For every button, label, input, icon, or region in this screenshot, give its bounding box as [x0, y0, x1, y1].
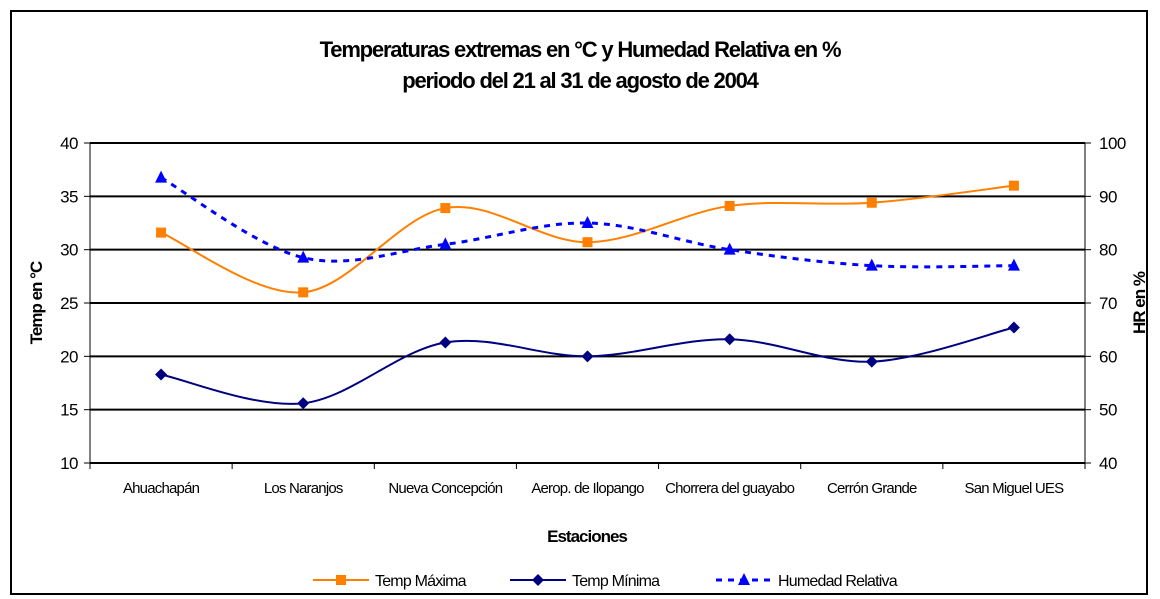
- y-tick-label: 10: [60, 454, 78, 473]
- y-axis-label-right: HR en %: [1130, 271, 1149, 334]
- y-right-tick-label: 60: [1099, 347, 1117, 366]
- data-point-temp-m-xima: [298, 287, 309, 298]
- series-line-temp-m-nima: [160, 326, 1015, 405]
- data-point-temp-m-xima: [582, 237, 593, 248]
- y-tick-label: 20: [60, 347, 78, 366]
- data-point-temp-m-nima: [439, 336, 452, 349]
- y-tick-label: 30: [60, 241, 78, 260]
- data-point-temp-m-nima: [865, 355, 878, 368]
- legend-label-temp-m-nima: Temp Mínima: [572, 573, 660, 590]
- x-axis-label: Estaciones: [547, 527, 627, 546]
- legend-marker-temp-m-nima: [532, 574, 544, 586]
- legend-label-humedad-relativa: Humedad Relativa: [778, 573, 898, 590]
- x-tick-label: Nueva Concepción: [388, 480, 502, 497]
- x-tick-label: San Miguel UES: [964, 480, 1064, 497]
- y-right-tick-label: 100: [1099, 134, 1126, 153]
- legend-marker-temp-m-xima: [336, 575, 346, 585]
- legend: Temp Máxima Temp Mínima Humedad Relativa: [313, 573, 899, 590]
- data-point-temp-m-xima: [440, 203, 451, 214]
- data-point-humedad-relativa: [723, 242, 736, 255]
- data-point-temp-m-nima: [1007, 321, 1020, 334]
- y-tick-label: 35: [60, 187, 78, 206]
- y-right-tick-label: 90: [1099, 187, 1117, 206]
- y-right-tick-label: 70: [1099, 294, 1117, 313]
- plot-area: 10 15 20 25 30 35 40 40 50 60 70 80 90 100 Ahuachapán L…: [60, 134, 1126, 497]
- y-right-tick-label: 40: [1099, 454, 1117, 473]
- data-point-temp-m-xima: [156, 227, 167, 238]
- y-tick-label: 25: [60, 294, 78, 313]
- x-tick-label: Cerrón Grande: [827, 480, 917, 497]
- y-right-tick-label: 80: [1099, 241, 1117, 260]
- legend-marker-humedad-relativa: [738, 573, 750, 585]
- data-point-humedad-relativa: [865, 258, 878, 271]
- data-point-temp-m-xima: [724, 200, 735, 211]
- data-point-humedad-relativa: [581, 216, 594, 228]
- data-point-temp-m-xima: [1008, 180, 1019, 191]
- data-point-humedad-relativa: [155, 170, 168, 183]
- legend-label-temp-m-xima: Temp Máxima: [375, 573, 467, 590]
- data-point-temp-m-nima: [297, 397, 310, 410]
- chart-subtitle: periodo del 21 al 31 de agosto de 2004: [402, 68, 759, 93]
- chart-title: Temperaturas extremas en °C y Humedad Re…: [320, 37, 841, 62]
- x-tick-label: Aerop. de Ilopango: [531, 480, 644, 497]
- x-tick-label: Chorrera del guayabo: [665, 480, 795, 497]
- data-point-temp-m-nima: [581, 350, 594, 363]
- data-point-humedad-relativa: [1007, 258, 1020, 271]
- data-point-temp-m-nima: [723, 333, 736, 346]
- data-point-humedad-relativa: [297, 250, 310, 263]
- x-tick-label: Los Naranjos: [264, 480, 343, 497]
- y-tick-label: 40: [60, 134, 78, 153]
- data-point-temp-m-xima: [866, 197, 877, 208]
- data-point-humedad-relativa: [439, 237, 452, 250]
- y-tick-label: 15: [60, 401, 78, 420]
- y-axis-label-left: Temp en °C: [27, 261, 46, 344]
- y-right-tick-label: 50: [1099, 401, 1117, 420]
- data-point-temp-m-nima: [155, 368, 168, 381]
- x-tick-label: Ahuachapán: [123, 480, 200, 497]
